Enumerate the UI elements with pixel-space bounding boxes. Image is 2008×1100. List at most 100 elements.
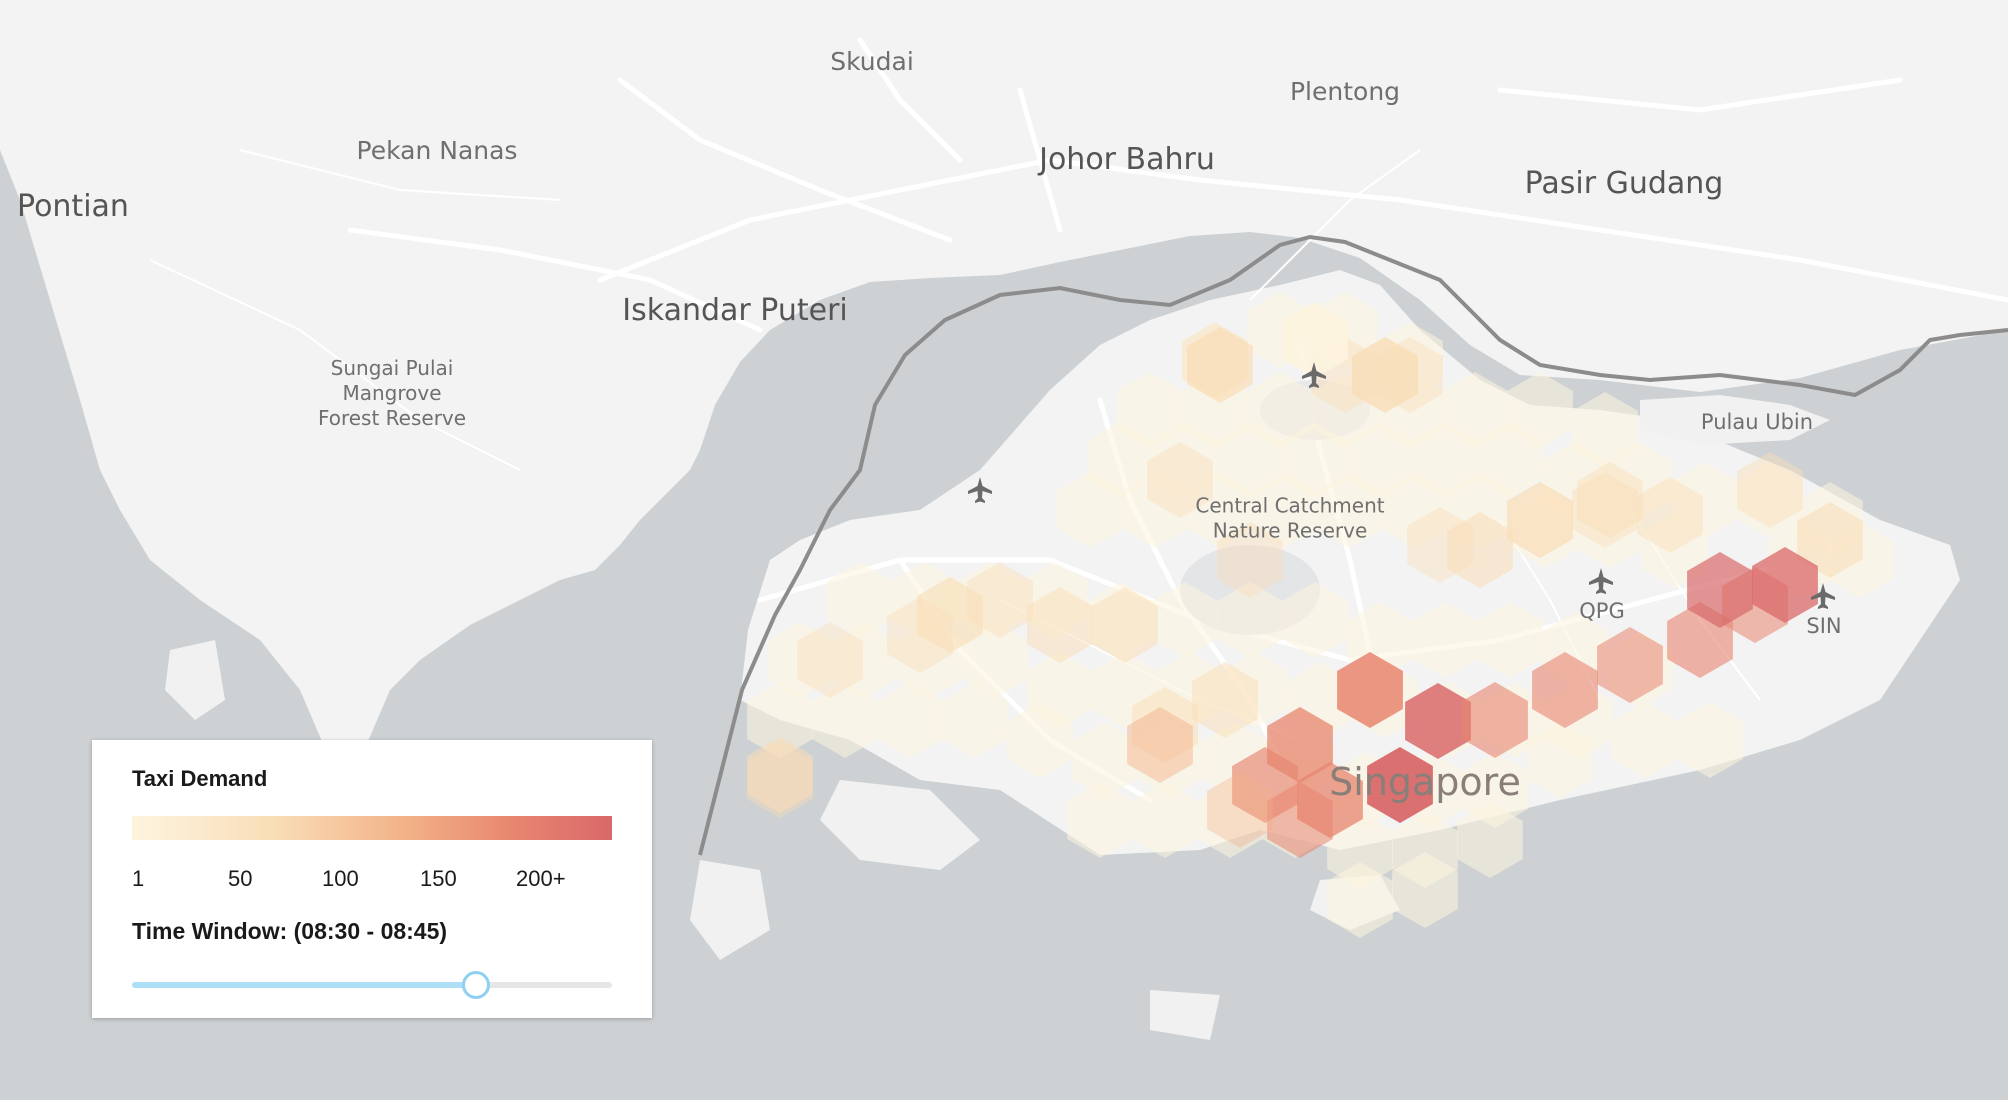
demand-hex — [1122, 472, 1188, 548]
demand-hex — [767, 622, 833, 698]
place-label-central-catchment: Central Catchment Nature Reserve — [1195, 494, 1384, 543]
time-window-slider[interactable] — [132, 971, 612, 999]
demand-hex — [1207, 772, 1273, 848]
demand-hex — [1267, 782, 1333, 858]
demand-hex — [832, 622, 898, 698]
demand-hex — [962, 622, 1028, 698]
slider-thumb[interactable] — [462, 971, 491, 999]
demand-hex — [1192, 662, 1258, 738]
land-malaysia — [0, 0, 2008, 760]
place-label-pontian: Pontian — [17, 189, 129, 224]
demand-hex — [1607, 442, 1673, 518]
demand-hex — [1752, 547, 1818, 623]
legend-tick: 150 — [420, 866, 457, 891]
place-label-johor-bahru: Johor Bahru — [1037, 142, 1215, 177]
demand-hex — [1577, 462, 1643, 538]
demand-hex — [1672, 462, 1738, 538]
place-label-pekan-nanas: Pekan Nanas — [357, 136, 518, 165]
demand-hex — [1282, 422, 1348, 498]
demand-hex — [1087, 422, 1153, 498]
demand-hex — [1447, 512, 1513, 588]
place-label-sungai-pulai: Sungai Pulai Mangrove Forest Reserve — [318, 356, 466, 430]
place-labels: Skudai Plentong Pekan Nanas Johor Bahru … — [17, 47, 1842, 804]
demand-hex — [1687, 552, 1753, 628]
demand-hex — [1797, 502, 1863, 578]
slider-fill — [132, 982, 476, 988]
demand-hex — [877, 682, 943, 758]
airplane-icon — [1811, 583, 1835, 609]
demand-hex — [1577, 492, 1643, 568]
demand-hex — [1007, 702, 1073, 778]
demand-hex — [1405, 683, 1471, 759]
demand-hex — [1152, 582, 1218, 658]
land-islands — [1150, 990, 1220, 1040]
demand-hex — [1507, 482, 1573, 558]
demand-hex — [1737, 462, 1803, 538]
demand-hex — [797, 622, 863, 698]
demand-hex — [1027, 587, 1093, 663]
demand-hex — [1187, 327, 1253, 403]
demand-hex — [1392, 852, 1458, 928]
airplane-icon — [1302, 362, 1326, 388]
legend-tick: 200+ — [516, 866, 566, 891]
demand-hex — [1637, 477, 1703, 553]
demand-hex — [1187, 472, 1253, 548]
demand-hex — [1217, 522, 1283, 598]
demand-hex — [1347, 422, 1413, 498]
demand-hex — [1247, 372, 1313, 448]
land-islands — [690, 860, 770, 960]
legend-tick: 1 — [132, 866, 145, 891]
place-label-plentong: Plentong — [1290, 77, 1400, 106]
legend-tick: 100 — [322, 866, 359, 891]
demand-hex — [1217, 422, 1283, 498]
demand-hex — [1252, 472, 1318, 548]
demand-hex — [967, 562, 1033, 638]
place-label-sin: SIN — [1806, 614, 1841, 638]
legend-tick: 50 — [228, 866, 253, 891]
demand-hex — [1152, 422, 1218, 498]
demand-hex — [1442, 372, 1508, 448]
demand-hex — [1507, 372, 1573, 448]
demand-hex — [1572, 392, 1638, 468]
demand-hex — [1612, 702, 1678, 778]
demand-hex — [1127, 707, 1193, 783]
demand-hex-layer — [747, 292, 1893, 938]
demand-hex — [1412, 602, 1478, 678]
demand-hex — [747, 737, 813, 813]
land-islands — [165, 640, 225, 720]
place-label-pasir-gudang: Pasir Gudang — [1525, 166, 1724, 201]
place-label-qpg: QPG — [1579, 599, 1624, 623]
legend-color-ramp — [132, 816, 612, 840]
demand-hex — [1572, 472, 1638, 548]
demand-hex — [1067, 782, 1133, 858]
demand-hex — [1317, 472, 1383, 548]
demand-hex — [1072, 722, 1138, 798]
demand-hex — [942, 682, 1008, 758]
demand-hex — [1457, 802, 1523, 878]
demand-hex — [1597, 627, 1663, 703]
land-islands — [820, 780, 980, 870]
land-pulau-ubin — [1640, 395, 1830, 445]
demand-hex — [1092, 587, 1158, 663]
place-label-singapore: Singapore — [1329, 760, 1521, 804]
demand-hex — [747, 682, 813, 758]
demand-hex — [1282, 582, 1348, 658]
demand-hex — [1217, 582, 1283, 658]
demand-hex — [1382, 472, 1448, 548]
legend-title: Taxi Demand — [132, 766, 268, 791]
demand-hex — [1477, 602, 1543, 678]
airplane-icon — [1589, 568, 1613, 594]
place-label-pulau-ubin: Pulau Ubin — [1701, 410, 1813, 434]
airplane-icon — [968, 477, 992, 503]
demand-hex — [1337, 652, 1403, 728]
demand-hex — [812, 682, 878, 758]
demand-hex — [1282, 302, 1348, 378]
demand-hex — [1147, 442, 1213, 518]
demand-hex — [1737, 452, 1803, 528]
demand-hex — [1477, 422, 1543, 498]
demand-hex — [827, 562, 893, 638]
demand-hex — [1527, 722, 1593, 798]
international-border — [698, 234, 2008, 856]
place-label-skudai: Skudai — [830, 47, 914, 76]
